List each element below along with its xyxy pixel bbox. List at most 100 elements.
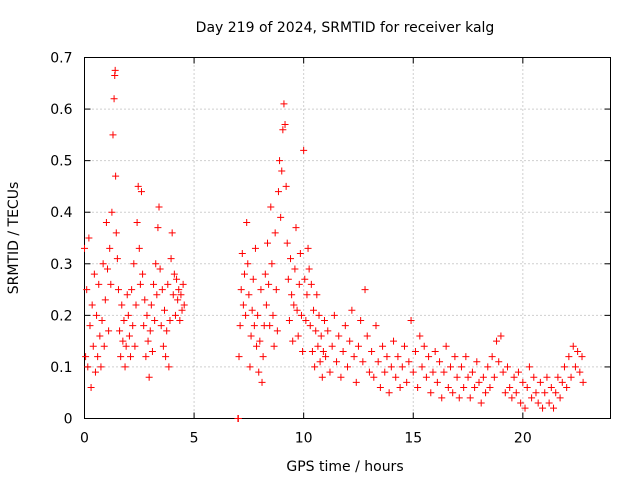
data-point xyxy=(272,286,280,294)
data-point xyxy=(85,234,93,242)
data-point xyxy=(431,347,439,355)
y-tick-label: 0 xyxy=(64,412,73,428)
data-point xyxy=(154,224,162,232)
data-point xyxy=(119,337,127,345)
data-point xyxy=(312,327,320,335)
data-point xyxy=(497,332,505,340)
data-point xyxy=(285,317,293,325)
data-point xyxy=(310,306,318,314)
data-point xyxy=(510,373,518,381)
data-point xyxy=(93,311,101,319)
data-point xyxy=(176,317,184,325)
data-point xyxy=(239,301,247,309)
data-point xyxy=(462,353,470,361)
data-point xyxy=(579,378,587,386)
data-point xyxy=(133,219,141,227)
data-point xyxy=(569,342,577,350)
data-point xyxy=(175,286,183,294)
data-point xyxy=(528,394,536,402)
plot-frame xyxy=(84,57,611,419)
data-point xyxy=(335,332,343,340)
data-point xyxy=(143,311,151,319)
data-point xyxy=(95,280,103,288)
data-point xyxy=(243,219,251,227)
data-point xyxy=(244,260,252,268)
data-point xyxy=(247,332,255,340)
data-point xyxy=(302,317,310,325)
data-point xyxy=(396,384,404,392)
data-point xyxy=(381,368,389,376)
data-point xyxy=(554,373,562,381)
data-point xyxy=(460,384,468,392)
data-point xyxy=(344,363,351,371)
data-point xyxy=(139,270,147,278)
data-point xyxy=(132,301,140,309)
data-point xyxy=(270,342,278,350)
data-point xyxy=(290,301,298,309)
data-point xyxy=(170,270,178,278)
data-point xyxy=(147,301,155,309)
data-point xyxy=(438,394,446,402)
data-point xyxy=(532,389,540,397)
data-point xyxy=(262,301,270,309)
data-point xyxy=(420,342,428,350)
data-point xyxy=(313,291,321,299)
data-point xyxy=(160,306,168,314)
data-point xyxy=(157,322,165,330)
data-point xyxy=(361,286,369,294)
data-point xyxy=(265,280,273,288)
data-point xyxy=(269,311,277,319)
data-point xyxy=(359,358,367,366)
data-point xyxy=(530,373,538,381)
data-point xyxy=(89,342,97,350)
data-point xyxy=(121,363,129,371)
data-point xyxy=(392,373,400,381)
data-point xyxy=(519,378,527,386)
data-point xyxy=(145,373,153,381)
data-point xyxy=(348,306,356,314)
data-point xyxy=(558,378,566,386)
data-point xyxy=(264,239,272,247)
data-point xyxy=(254,311,262,319)
data-point xyxy=(328,342,336,350)
data-point xyxy=(124,311,132,319)
data-point xyxy=(141,296,149,304)
data-point xyxy=(354,342,362,350)
data-point xyxy=(257,286,265,294)
data-point xyxy=(512,389,520,397)
data-point xyxy=(140,322,148,330)
data-point xyxy=(271,229,279,237)
data-point xyxy=(261,270,269,278)
data-point xyxy=(268,260,276,268)
data-points xyxy=(81,66,587,422)
data-point xyxy=(136,280,144,288)
data-point xyxy=(320,317,328,325)
data-point xyxy=(506,384,514,392)
data-point xyxy=(94,353,102,361)
data-point xyxy=(150,280,158,288)
data-point xyxy=(277,213,285,221)
data-point xyxy=(324,327,332,335)
data-point xyxy=(104,265,112,273)
x-tick-label: 10 xyxy=(295,431,313,447)
data-point xyxy=(173,275,181,283)
data-point xyxy=(455,394,463,402)
data-point xyxy=(279,126,287,134)
data-point xyxy=(444,384,452,392)
data-point xyxy=(296,249,304,257)
data-point xyxy=(539,404,547,412)
data-point xyxy=(266,322,274,330)
data-point xyxy=(237,286,245,294)
data-point xyxy=(442,342,450,350)
data-point xyxy=(523,384,531,392)
data-point xyxy=(429,368,437,376)
y-tick-label: 0.2 xyxy=(50,308,72,324)
data-point xyxy=(253,342,261,350)
data-point xyxy=(245,291,253,299)
data-point xyxy=(370,373,378,381)
y-tick-label: 0.7 xyxy=(50,51,72,67)
data-point xyxy=(158,286,166,294)
data-point xyxy=(81,244,88,252)
data-point xyxy=(545,399,553,407)
